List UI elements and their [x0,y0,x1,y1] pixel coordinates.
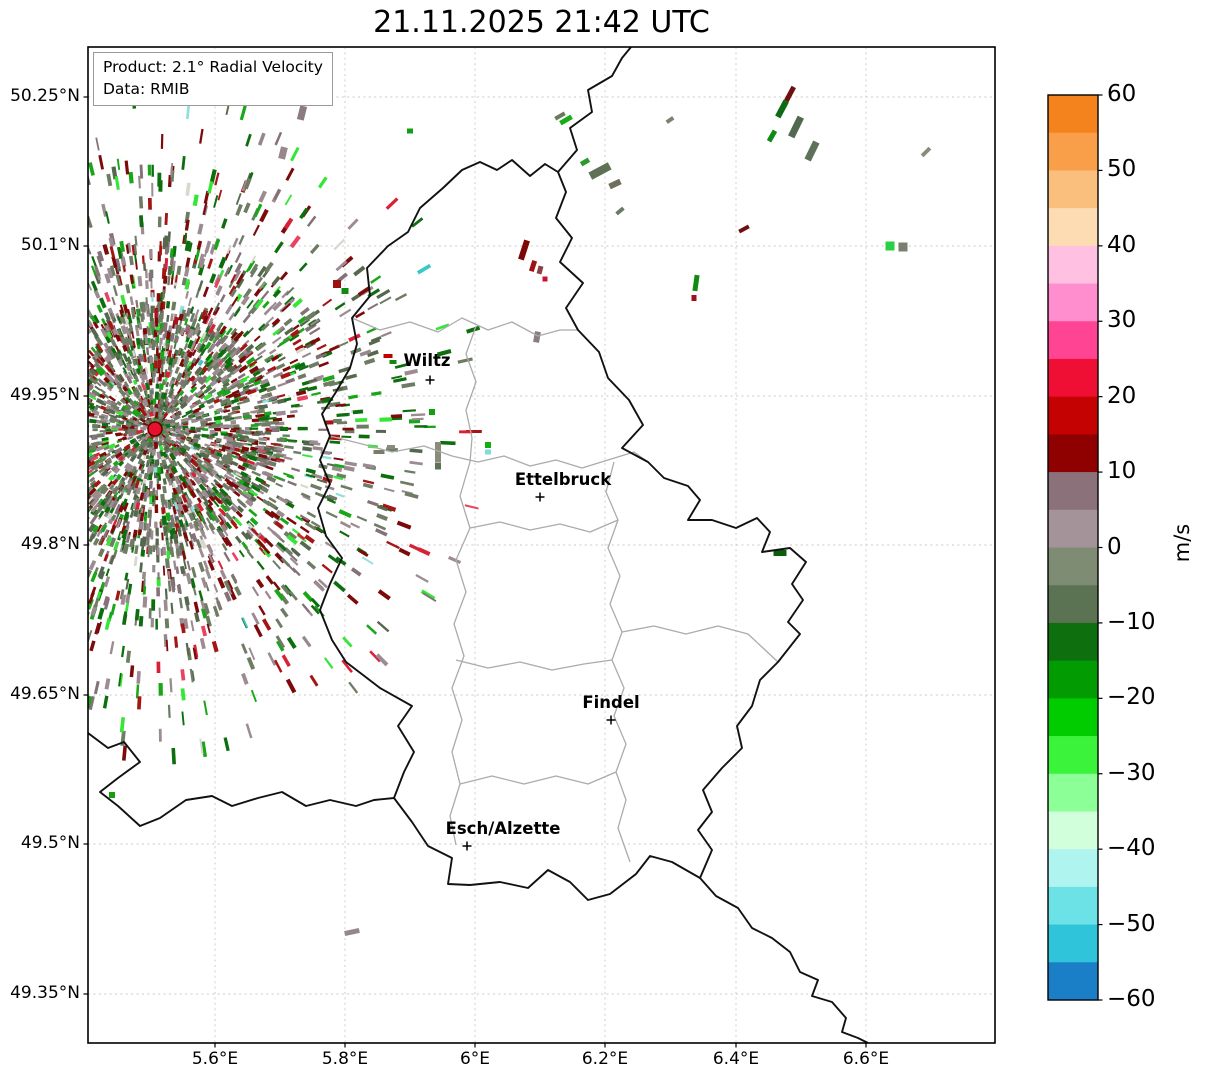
colorbar-tick-label: −10 [1107,608,1156,635]
colorbar [1047,94,1103,1001]
data-source-label: Data: RMIB [103,80,190,98]
colorbar-tick-label: 20 [1107,382,1137,409]
y-tick-label: 49.5°N [20,833,80,853]
colorbar-tick-label: −50 [1107,910,1156,937]
colorbar-tick-label: −60 [1107,986,1156,1012]
city-markers [425,375,616,851]
y-tick-label: 50.25°N [10,86,80,106]
colorbar-tick-label: 10 [1107,458,1137,485]
x-tick-label: 5.8°E [321,1049,369,1069]
internal-borders [329,317,779,863]
x-tick-label: 6.2°E [581,1049,629,1069]
colorbar-tick-label: 60 [1107,81,1137,107]
clutter-echoes [109,85,932,937]
gridlines [88,47,995,1043]
y-tick-label: 49.65°N [10,684,80,704]
colorbar-tick-label: −20 [1107,684,1156,711]
country-borders [88,47,869,1043]
city-label: Findel [582,693,640,712]
x-tick-label: 6°E [459,1049,491,1069]
colorbar-tick-label: 40 [1107,231,1137,258]
colorbar-tick-label: −40 [1107,835,1156,862]
city-label: Wiltz [403,351,451,370]
radar-velocity-field [88,94,482,765]
colorbar-tick-label: 0 [1107,533,1122,560]
radar-site-marker [147,421,163,437]
y-tick-label: 50.1°N [20,235,80,255]
colorbar-tick-label: −30 [1107,759,1156,786]
y-tick-label: 49.35°N [10,983,80,1003]
product-label: Product: 2.1° Radial Velocity [103,58,323,76]
colorbar-tick-label: 30 [1107,307,1137,334]
colorbar-unit-label: m/s [1170,523,1194,563]
y-tick-label: 49.8°N [20,534,80,554]
x-tick-label: 6.4°E [712,1049,760,1069]
y-tick-label: 49.95°N [10,385,80,405]
product-info-box: Product: 2.1° Radial Velocity Data: RMIB [93,52,333,106]
colorbar-tick-label: 50 [1107,156,1137,183]
plot-frame [83,46,996,1048]
city-label: Esch/Alzette [445,819,561,838]
x-tick-label: 5.6°E [191,1049,239,1069]
x-tick-label: 6.6°E [842,1049,890,1069]
figure-title: 21.11.2025 21:42 UTC [373,5,710,40]
city-label: Ettelbruck [514,470,612,489]
